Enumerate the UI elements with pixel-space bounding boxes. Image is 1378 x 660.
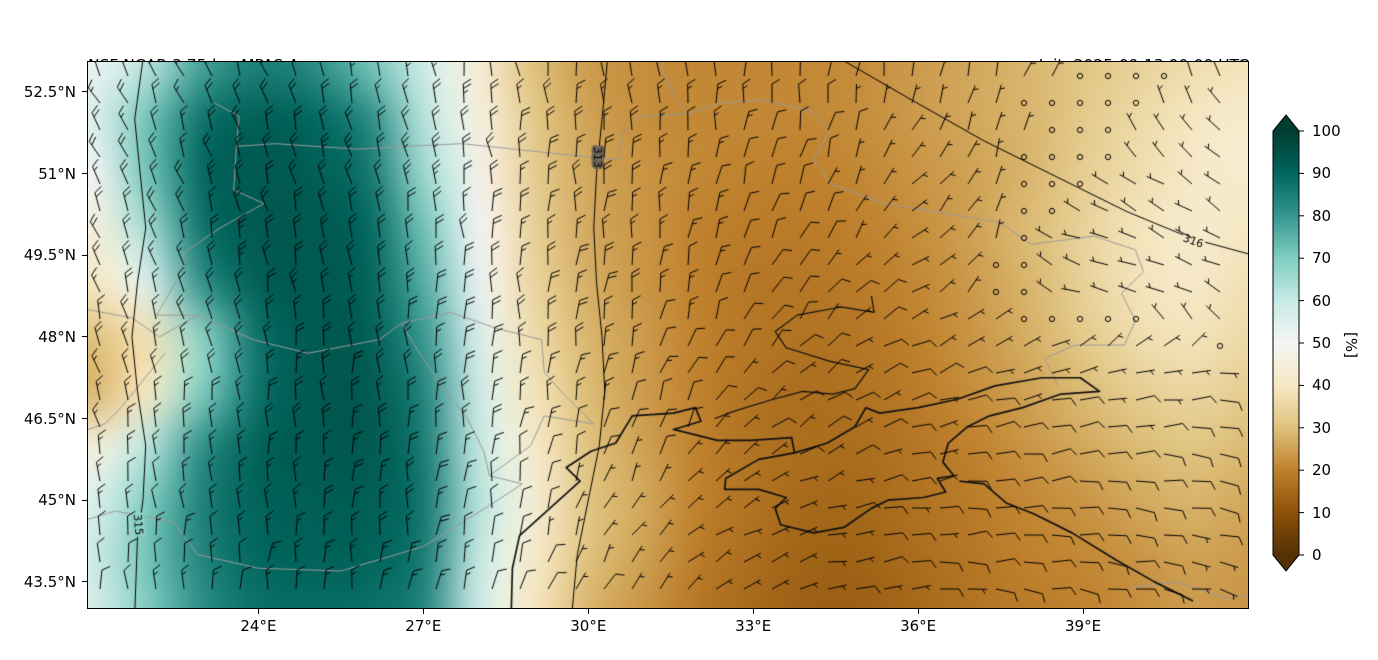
x-tick-mark: [1082, 609, 1084, 614]
map-canvas: [88, 62, 1248, 608]
y-tick-mark: [82, 418, 87, 420]
map-plot-area: [87, 61, 1249, 609]
y-tick-mark: [82, 336, 87, 338]
x-tick-label: 30°E: [570, 617, 607, 635]
colorbar-tick-label: 70: [1312, 249, 1332, 268]
colorbar-tick-label: 0: [1312, 546, 1322, 564]
y-tick-mark: [82, 499, 87, 501]
colorbar-gradient: [1272, 114, 1304, 572]
colorbar-unit-label: [%]: [1341, 332, 1360, 358]
colorbar-tick-label: 90: [1312, 164, 1332, 183]
x-tick-mark: [587, 609, 589, 614]
y-tick-mark: [82, 91, 87, 93]
y-tick-label: 45°N: [38, 491, 76, 510]
y-tick-label: 48°N: [38, 327, 76, 346]
y-tick-mark: [82, 173, 87, 175]
x-tick-label: 27°E: [405, 617, 442, 635]
x-tick-mark: [257, 609, 259, 614]
y-tick-mark: [82, 254, 87, 256]
colorbar-tick-label: 60: [1312, 291, 1332, 310]
y-tick-mark: [82, 581, 87, 583]
y-tick-label: 46.5°N: [23, 409, 76, 428]
y-tick-label: 52.5°N: [23, 82, 76, 101]
x-tick-label: 24°E: [240, 617, 277, 635]
y-tick-label: 51°N: [38, 164, 76, 183]
colorbar-tick-label: 100: [1312, 122, 1341, 140]
x-tick-mark: [422, 609, 424, 614]
colorbar-tick-label: 50: [1312, 334, 1332, 352]
colorbar: [%] 0 10 20 30 40 50 60 70 80 90 100: [1272, 114, 1378, 594]
colorbar-tick-label: 40: [1312, 376, 1332, 395]
x-tick-label: 39°E: [1065, 617, 1102, 635]
y-tick-label: 49.5°N: [23, 246, 76, 265]
x-tick-label: 33°E: [735, 617, 772, 635]
colorbar-tick-label: 30: [1312, 418, 1332, 437]
y-tick-label: 43.5°N: [23, 572, 76, 591]
x-tick-mark: [752, 609, 754, 614]
x-tick-label: 36°E: [900, 617, 937, 635]
x-tick-mark: [917, 609, 919, 614]
colorbar-tick-label: 10: [1312, 503, 1332, 522]
colorbar-tick-label: 80: [1312, 206, 1332, 225]
colorbar-tick-label: 20: [1312, 461, 1332, 480]
